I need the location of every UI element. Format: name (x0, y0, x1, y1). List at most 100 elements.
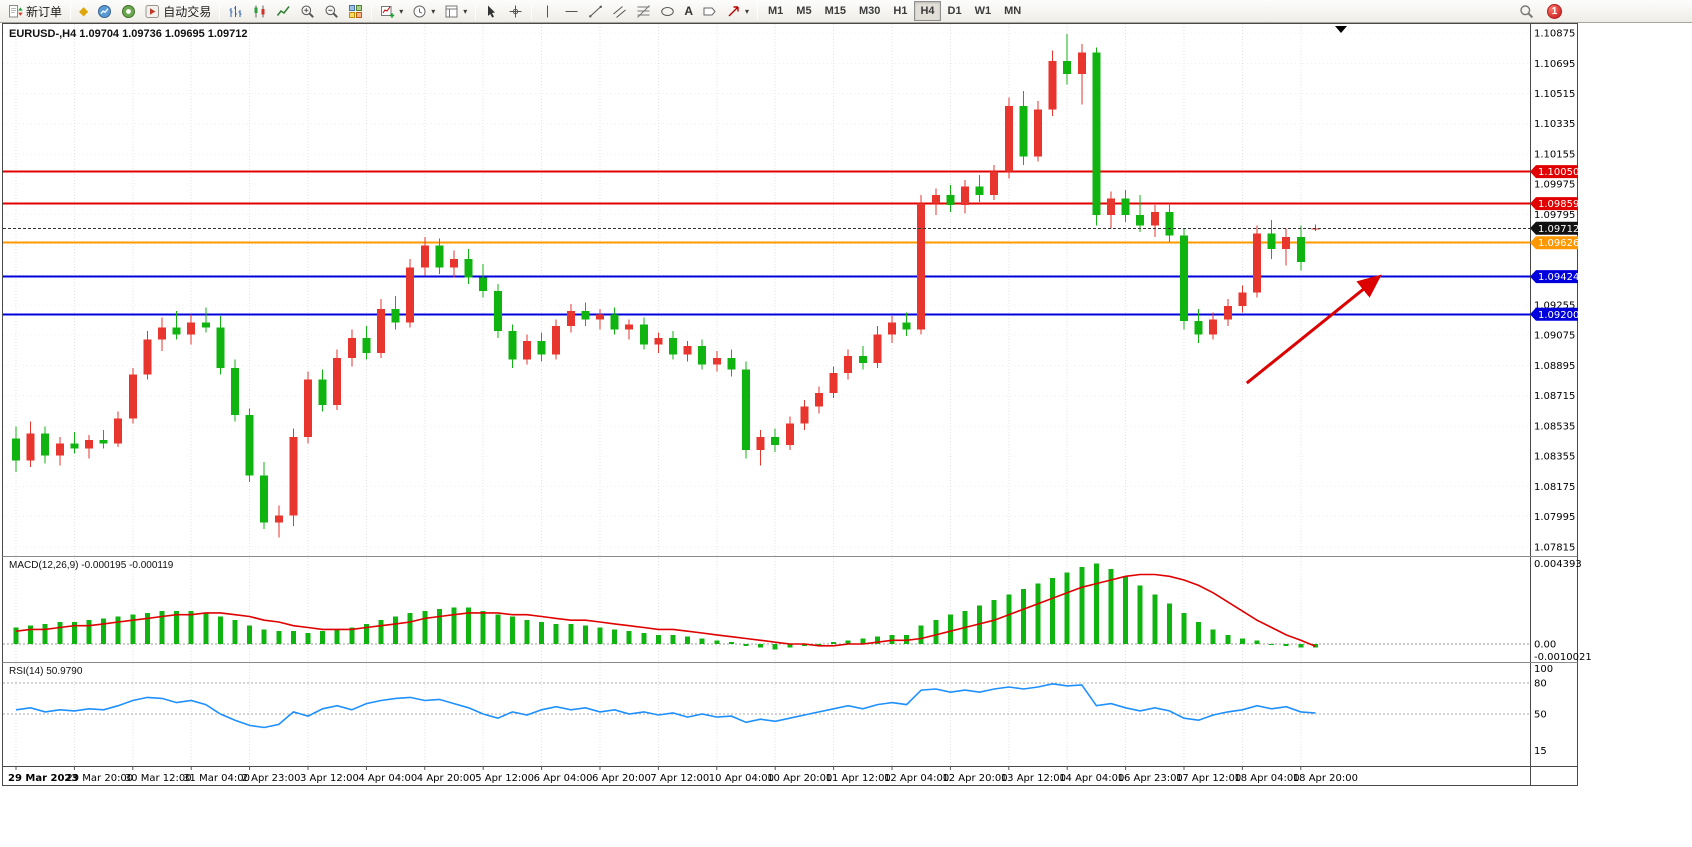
macd-hist-bar (451, 607, 457, 644)
candle-body (596, 314, 604, 320)
macd-hist-bar (772, 644, 778, 650)
channel-button[interactable] (608, 1, 631, 21)
bar-chart-button[interactable] (224, 1, 247, 21)
trend-arrow-annotation[interactable] (1245, 274, 1382, 385)
candle-body (1311, 228, 1320, 230)
new-order-label: 新订单 (26, 4, 63, 19)
candle-body (742, 369, 750, 451)
line-chart-icon (276, 4, 291, 19)
candle-body (1238, 292, 1247, 306)
new-order-button[interactable]: 新订单 (4, 1, 66, 21)
candle-body (114, 418, 123, 444)
timeframe-m30-button[interactable]: M30 (853, 1, 886, 21)
timeframe-mn-button[interactable]: MN (998, 1, 1027, 21)
market-watch-button[interactable] (93, 1, 116, 21)
timeframe-d1-button[interactable]: D1 (942, 1, 968, 21)
candle-body (800, 406, 809, 424)
macd-hist-bar (597, 627, 603, 644)
macd-hist-bar (422, 611, 428, 644)
candle-body (85, 440, 93, 449)
fibonacci-button[interactable] (632, 1, 655, 21)
auto-trading-button[interactable]: 自动交易 (141, 1, 215, 21)
macd-hist-bar (918, 625, 924, 644)
macd-hist-bar (787, 644, 793, 648)
profiles-button[interactable]: ▾ (408, 1, 439, 21)
price-badge-1.10050-text: 1.10050 (1538, 167, 1579, 178)
dropdown-caret-icon: ▾ (431, 6, 436, 16)
candle-body (844, 356, 853, 374)
toolbar-separator (757, 2, 758, 20)
cursor-icon (488, 5, 496, 18)
candle-body (975, 186, 984, 196)
search-button[interactable] (1515, 1, 1538, 21)
candlestick-chart-button[interactable] (248, 1, 271, 21)
candle-body (479, 277, 488, 291)
price-tick-label: 1.09795 (1534, 210, 1575, 221)
macd-hist-bar (1239, 638, 1245, 644)
label-flag-icon (702, 4, 717, 19)
market-watch-icon (97, 4, 112, 19)
macd-hist-bar (845, 640, 851, 644)
zoom-in-button[interactable] (296, 1, 319, 21)
notification-badge[interactable]: 1 (1547, 3, 1562, 19)
trendline-button[interactable] (584, 1, 607, 21)
rsi-scale-label: 15 (1534, 746, 1547, 757)
candle-body (829, 373, 838, 394)
candle-body (362, 337, 371, 353)
macd-hist-bar (1298, 644, 1304, 648)
vertical-line-button[interactable] (536, 1, 559, 21)
candle-body (187, 322, 196, 335)
new-order-icon (8, 4, 23, 19)
zoom-out-button[interactable] (320, 1, 343, 21)
candle-body (99, 440, 108, 444)
candle-body (1107, 198, 1115, 216)
timeframe-m1-button[interactable]: M1 (762, 1, 789, 21)
candle-body (1150, 211, 1159, 226)
horizontal-line-button[interactable] (560, 1, 583, 21)
arrow-tool-icon (726, 4, 741, 19)
indicator-list-button[interactable]: ◆ (75, 1, 92, 21)
timeframe-w1-button[interactable]: W1 (969, 1, 998, 21)
arrows-button[interactable]: ▾ (722, 1, 753, 21)
annotations[interactable] (1245, 274, 1382, 385)
zoom-in-icon (300, 4, 315, 19)
candle-body (260, 475, 269, 523)
line-chart-button[interactable] (272, 1, 295, 21)
channel-icon (612, 4, 627, 19)
macd-hist-bar (1035, 583, 1041, 644)
macd-hist-bar (1020, 589, 1026, 644)
label-button[interactable] (698, 1, 721, 21)
chart-shift-marker[interactable] (1335, 26, 1347, 33)
price-badge-1.09200-text: 1.09200 (1538, 310, 1579, 321)
macd-hist-bar (1050, 578, 1056, 644)
tile-windows-button[interactable] (344, 1, 367, 21)
candle-body (888, 322, 896, 335)
timeframe-h1-button[interactable]: H1 (887, 1, 913, 21)
macd-hist-bar (670, 634, 676, 644)
crosshair-button[interactable] (504, 1, 527, 21)
templates-button[interactable]: ▾ (440, 1, 471, 21)
candle-body (858, 356, 867, 363)
crosshair-icon (509, 5, 522, 17)
navigator-icon (121, 4, 136, 19)
timeframe-m15-button[interactable]: M15 (819, 1, 852, 21)
candle-body (917, 203, 926, 330)
macd-hist-bar (1123, 576, 1129, 644)
timeframe-m5-button[interactable]: M5 (790, 1, 817, 21)
candle-body (698, 346, 707, 365)
macd-scale-label: -0.0010021 (1534, 652, 1592, 663)
shapes-button[interactable] (656, 1, 679, 21)
navigator-button[interactable] (117, 1, 140, 21)
time-axis-label: 7 Apr 12:00 (650, 773, 709, 784)
time-axis-label: 10 Apr 20:00 (767, 773, 832, 784)
text-button[interactable]: A (680, 1, 697, 21)
macd-hist-bar (334, 629, 340, 644)
candle-body (785, 423, 794, 446)
new-chart-button[interactable]: ▾ (376, 1, 407, 21)
macd-hist-bar (407, 612, 413, 644)
price-badge-1.09200 (1530, 307, 1578, 321)
timeframe-h4-button[interactable]: H4 (914, 1, 941, 21)
zoom-out-icon (324, 4, 339, 19)
candle-body (55, 443, 64, 456)
cursor-button[interactable] (480, 1, 503, 21)
